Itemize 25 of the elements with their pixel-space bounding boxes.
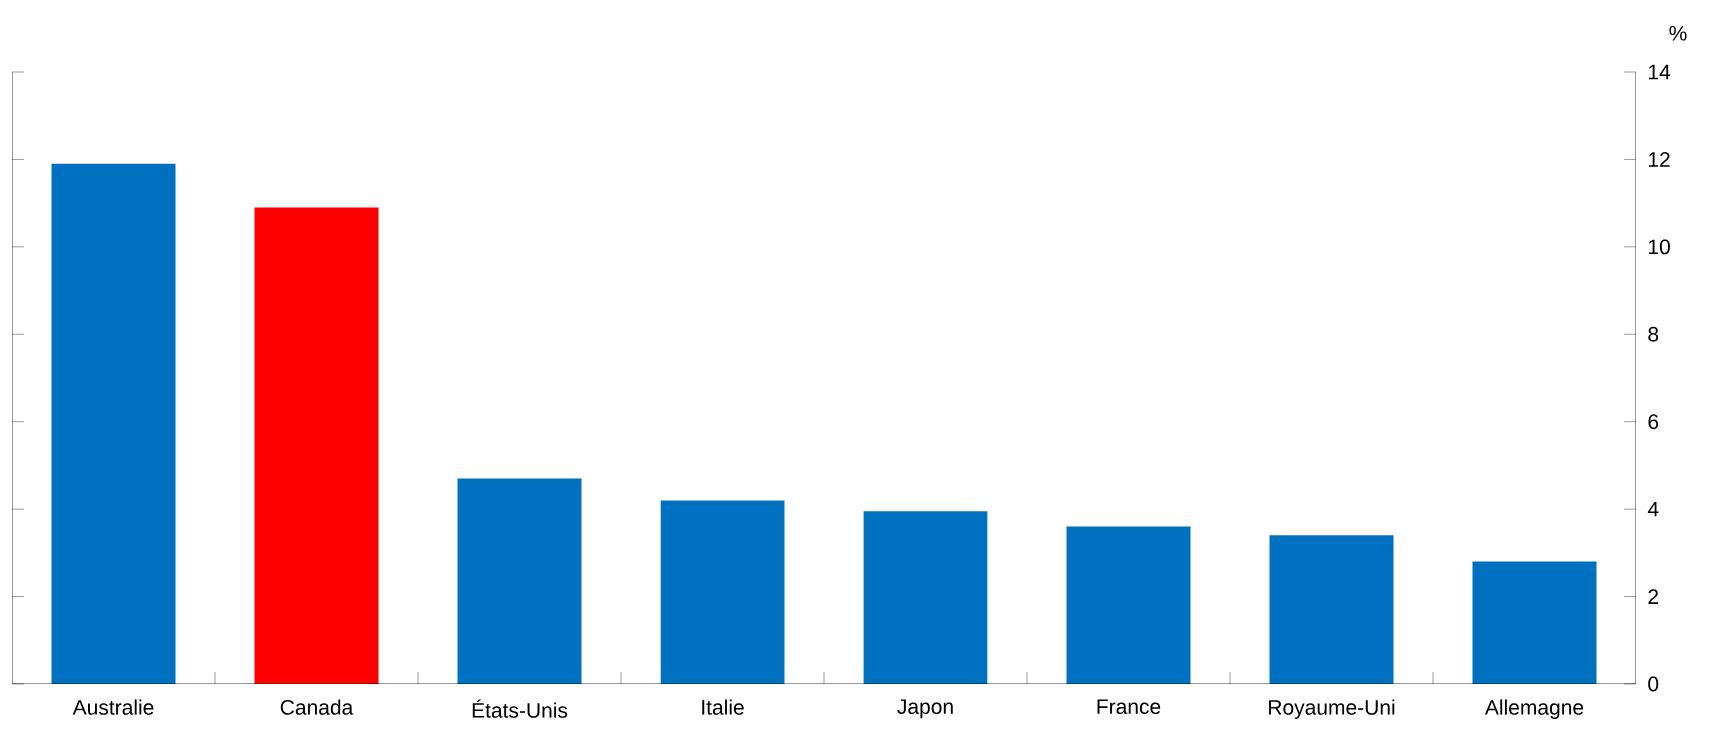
x-tick-label: États-Unis (472, 699, 568, 718)
bar (51, 163, 176, 684)
x-tick-label: Allemagne (1484, 699, 1584, 719)
y-tick-label: 6 (1648, 414, 1659, 430)
bar (1269, 535, 1394, 684)
y-tick-label: 4 (1647, 501, 1659, 517)
x-tick-label: Canada (280, 699, 354, 715)
x-tick-label: Japon (897, 699, 953, 719)
x-tick-label: France (1097, 699, 1161, 715)
y-tick-label: 14 (1649, 64, 1671, 80)
bar (863, 511, 988, 684)
y-tick-label: 8 (1648, 326, 1659, 342)
y-tick-label: 2 (1648, 589, 1659, 604)
bar (254, 207, 379, 684)
y-tick-label: 12 (1649, 152, 1670, 167)
y-axis-title: % (1669, 25, 1687, 41)
y-tick-label: 0 (1648, 676, 1659, 692)
x-tick-label: Royaume-Uni (1269, 699, 1395, 719)
bar (1066, 526, 1191, 684)
bar (660, 500, 785, 684)
x-tick-label: Italie (702, 699, 744, 715)
bar (1472, 561, 1597, 684)
bar (457, 478, 582, 684)
x-tick-label: Australie (72, 699, 154, 715)
y-tick-label: 10 (1649, 239, 1670, 255)
